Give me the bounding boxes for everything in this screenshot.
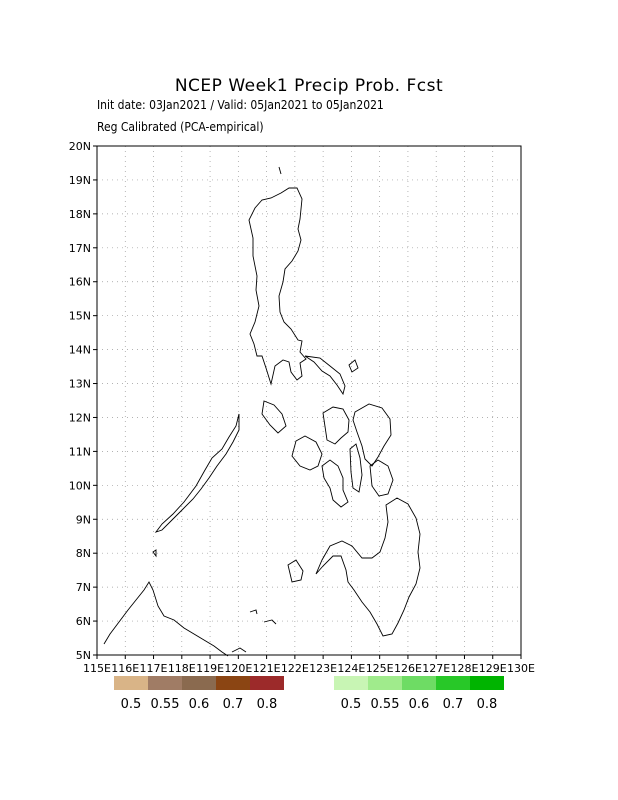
legend-swatch bbox=[470, 676, 504, 690]
map-frame bbox=[96, 145, 522, 656]
latitude-label: 18N bbox=[69, 208, 91, 221]
longitude-label: 122E bbox=[281, 662, 309, 675]
longitude-label: 126E bbox=[394, 662, 422, 675]
longitude-label: 129E bbox=[479, 662, 507, 675]
longitude-label: 125E bbox=[366, 662, 394, 675]
legend-label: 0.8 bbox=[257, 697, 278, 712]
latitude-label: 10N bbox=[69, 479, 91, 492]
latitude-label: 5N bbox=[76, 649, 91, 662]
latitude-label: 20N bbox=[69, 140, 91, 153]
legend-label: 0.5 bbox=[341, 697, 362, 712]
latitude-label: 12N bbox=[69, 411, 91, 424]
legend-label: 0.7 bbox=[443, 697, 464, 712]
legend-swatch bbox=[334, 676, 368, 690]
legend-swatch bbox=[368, 676, 402, 690]
init-valid-subtitle: Init date: 03Jan2021 / Valid: 05Jan2021 … bbox=[97, 98, 384, 112]
latitude-label: 15N bbox=[69, 310, 91, 323]
longitude-label: 127E bbox=[422, 662, 450, 675]
longitude-label: 117E bbox=[140, 662, 168, 675]
longitude-label: 116E bbox=[111, 662, 139, 675]
longitude-label: 120E bbox=[224, 662, 252, 675]
legend-label: 0.6 bbox=[409, 697, 430, 712]
legend-swatch bbox=[436, 676, 470, 690]
latitude-label: 9N bbox=[76, 513, 91, 526]
legend-swatch bbox=[216, 676, 250, 690]
longitude-label: 119E bbox=[196, 662, 224, 675]
longitude-label: 128E bbox=[450, 662, 478, 675]
chart-title: NCEP Week1 Precip Prob. Fcst bbox=[174, 76, 444, 96]
legend-label: 0.5 bbox=[121, 697, 142, 712]
legend-swatch bbox=[402, 676, 436, 690]
longitude-label: 118E bbox=[168, 662, 196, 675]
legend-swatch bbox=[114, 676, 148, 690]
coastlines bbox=[103, 166, 421, 657]
longitude-label: 123E bbox=[309, 662, 337, 675]
latitude-axis: 5N 6N 7N 8N 9N 10N 11N 12N 13N 14N 15N 16N 17N 18N 19N… bbox=[69, 140, 97, 662]
latitude-label: 6N bbox=[76, 615, 91, 628]
latitude-label: 16N bbox=[69, 276, 91, 289]
gridlines bbox=[97, 146, 521, 655]
longitude-label: 121E bbox=[253, 662, 281, 675]
legend-label: 0.55 bbox=[371, 697, 400, 712]
latitude-label: 19N bbox=[69, 174, 91, 187]
legend-label: 0.8 bbox=[477, 697, 498, 712]
legend-label: 0.6 bbox=[189, 697, 210, 712]
latitude-label: 11N bbox=[69, 445, 91, 458]
legend-swatch bbox=[250, 676, 284, 690]
legend-swatch bbox=[182, 676, 216, 690]
longitude-axis: 115E 116E 117E 118E 119E 120E 121E 122E 123E 124E… bbox=[83, 655, 535, 675]
legend-swatch bbox=[148, 676, 182, 690]
calibration-subtitle: Reg Calibrated (PCA-empirical) bbox=[97, 120, 264, 134]
latitude-label: 7N bbox=[76, 581, 91, 594]
longitude-label: 115E bbox=[83, 662, 111, 675]
dry-probability-legend: 0.5 0.55 0.6 0.7 0.8 bbox=[114, 676, 284, 712]
latitude-label: 8N bbox=[76, 547, 91, 560]
wet-probability-legend: 0.5 0.55 0.6 0.7 0.8 bbox=[334, 676, 504, 712]
latitude-label: 17N bbox=[69, 242, 91, 255]
latitude-label: 13N bbox=[69, 378, 91, 391]
latitude-label: 14N bbox=[69, 344, 91, 357]
longitude-label: 124E bbox=[337, 662, 365, 675]
legend-label: 0.55 bbox=[151, 697, 180, 712]
legend-label: 0.7 bbox=[223, 697, 244, 712]
longitude-label: 130E bbox=[507, 662, 535, 675]
